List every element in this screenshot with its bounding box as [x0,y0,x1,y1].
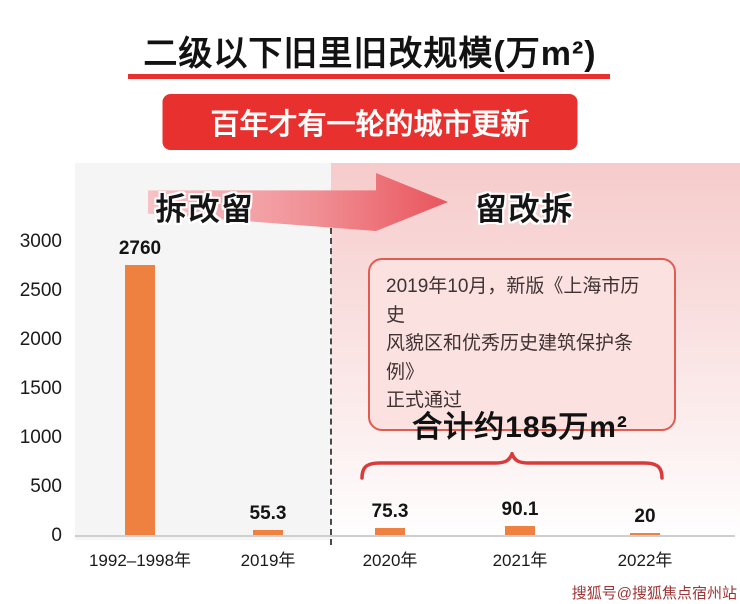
bar-4 [630,533,660,535]
policy-annotation-box: 2019年10月，新版《上海市历史 风貌区和优秀历史建筑保护条例》 正式通过 [368,258,676,431]
total-label: 合计约185万m² [412,411,628,444]
x-axis-label-2: 2020年 [362,551,418,570]
bar-value-label-0: 2760 [118,237,162,259]
watermark: 搜狐号@搜狐焦点宿州站 [571,585,737,602]
page-title: 二级以下旧里旧改规模(万m²) [143,35,597,73]
bar-2 [375,527,405,535]
brace-icon [360,452,664,480]
bar-0 [125,264,155,535]
plot-area: 2760 1992–1998年 55.3 2019年 75.3 2020年 90.1 2021… [75,237,735,570]
y-axis-tick-4: 2000 [19,329,62,350]
y-axis-tick-3: 1500 [19,378,62,399]
bar-value-label-1: 55.3 [249,502,287,524]
bar-1 [253,529,283,535]
y-axis-tick-0: 0 [51,525,62,546]
phase-label-right: 留改拆 [475,192,575,227]
x-axis-label-1: 2019年 [240,551,296,570]
y-axis-tick-5: 2500 [19,280,62,301]
y-axis-tick-6: 3000 [19,231,62,252]
banner-ribbon: 百年才有一轮的城市更新 [162,94,578,150]
bar-value-label-3: 90.1 [501,499,539,521]
bar-3 [505,526,535,535]
x-axis-label-4: 2022年 [617,551,673,570]
y-axis-tick-2: 1000 [19,427,62,448]
bar-value-label-4: 20 [634,506,656,527]
x-axis-label-0: 1992–1998年 [88,551,192,570]
phase-label-left: 拆改留 [155,192,255,227]
bar-value-label-2: 75.3 [371,500,409,522]
y-axis-tick-1: 500 [30,476,62,497]
x-axis-label-3: 2021年 [492,551,548,570]
y-axis: 0 500 1000 1500 2000 2500 3000 [0,231,62,546]
title-underline [128,74,610,79]
left-chart-zone [75,163,331,540]
era-divider-dashed-line [330,228,332,545]
